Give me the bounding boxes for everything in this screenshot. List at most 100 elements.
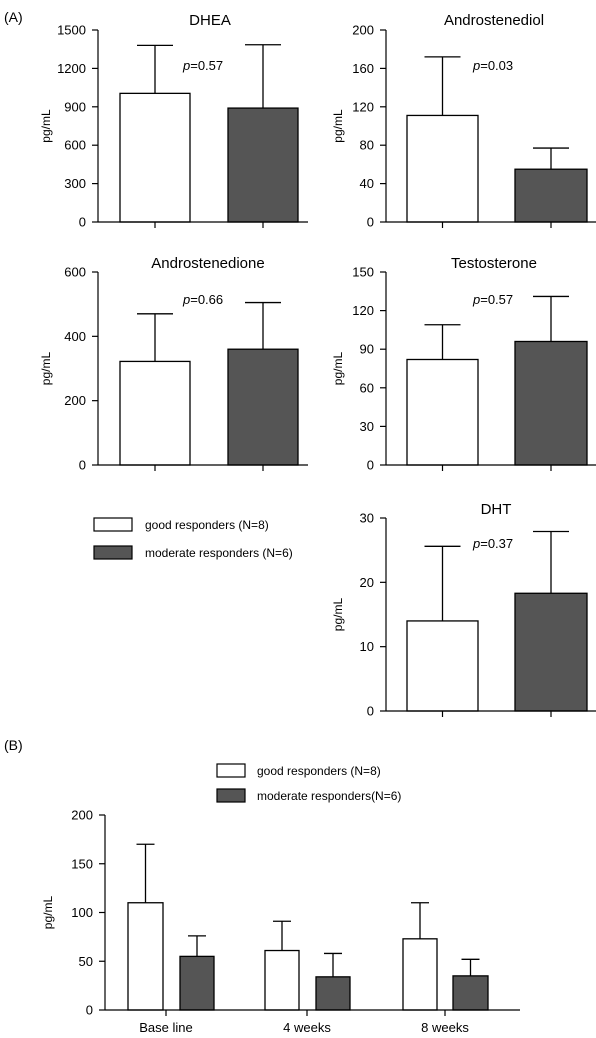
p-value-dht: p=0.37 (472, 536, 513, 551)
x-tick-label-timecourse: 4 weeks (283, 1020, 331, 1035)
y-tick-label-testosterone: 30 (360, 419, 374, 434)
legend-panel-b: good responders (N=8) moderate responder… (216, 763, 401, 803)
bar-moderate (315, 976, 351, 1011)
p-value-androstenediol: p=0.03 (472, 58, 513, 73)
y-tick-label-dht: 10 (360, 639, 374, 654)
legend-b-swatch-moderate (216, 788, 246, 803)
p-equals: = (190, 58, 198, 73)
y-tick-label-dht: 30 (360, 511, 374, 526)
legend-a-label-moderate: moderate responders (N=6) (145, 546, 293, 560)
p-value-testosterone: p=0.57 (472, 292, 513, 307)
y-axis-label-dhea: pg/mL (39, 109, 53, 143)
y-tick-label-dht: 20 (360, 575, 374, 590)
bar-good (406, 114, 479, 223)
y-tick-label-testosterone: 60 (360, 380, 374, 395)
chart-dht: 0 10 20 30 pg/mL DHT p=0.37 (331, 501, 596, 719)
y-tick-label-timecourse: 150 (71, 856, 93, 871)
chart-dhea: 0 300 600 900 1200 1500 pg/mL DHEA p=0.57 (39, 12, 308, 230)
y-tick-label-androstenedione: 200 (64, 393, 86, 408)
y-axis-label-timecourse: pg/mL (41, 896, 55, 930)
p-symbol: p (182, 292, 190, 307)
y-tick-label-dhea: 600 (64, 138, 86, 153)
y-tick-label-testosterone: 120 (352, 303, 374, 318)
bar-moderate (452, 975, 489, 1011)
y-tick-label-dhea: 300 (64, 176, 86, 191)
p-number: 0.66 (198, 292, 223, 307)
bar-good (119, 92, 191, 223)
chart-title-androstenediol: Androstenediol (444, 12, 544, 29)
y-tick-label-androstenediol: 160 (352, 61, 374, 76)
y-tick-label-androstenedione: 600 (64, 265, 86, 280)
p-equals: = (480, 536, 488, 551)
p-symbol: p (472, 58, 480, 73)
y-tick-label-androstenedione: 400 (64, 329, 86, 344)
y-tick-label-androstenediol: 80 (360, 138, 374, 153)
chart-title-testosterone: Testosterone (451, 255, 537, 272)
p-number: 0.57 (488, 292, 513, 307)
legend-a-swatch-good (93, 517, 133, 532)
y-axis-label-dht: pg/mL (331, 598, 345, 632)
p-equals: = (480, 292, 488, 307)
y-tick-label-dhea: 1500 (57, 23, 86, 38)
chart-androstenedione: 0 200 400 600 pg/mL Androstenedione p=0.66 (39, 255, 308, 473)
p-equals: = (480, 58, 488, 73)
legend-a-label-good: good responders (N=8) (145, 518, 269, 532)
p-value-dhea: p=0.57 (182, 58, 223, 73)
p-number: 0.03 (488, 58, 513, 73)
legend-b-swatch-good (216, 763, 246, 778)
chart-title-dhea: DHEA (189, 12, 231, 29)
bar-good (406, 358, 479, 466)
bar-moderate (227, 348, 299, 466)
chart-timecourse: 0 50 100 150 200 pg/mL Base line 4 weeks 8 weeks (41, 808, 520, 1035)
y-tick-label-testosterone: 90 (360, 342, 374, 357)
y-tick-label-dhea: 900 (64, 99, 86, 114)
legend-b-label-moderate: moderate responders(N=6) (257, 789, 401, 803)
p-symbol: p (472, 292, 480, 307)
y-axis-label-testosterone: pg/mL (331, 352, 345, 386)
y-tick-label-timecourse: 0 (86, 1003, 93, 1018)
y-tick-label-timecourse: 100 (71, 905, 93, 920)
panel-b-label: (B) (4, 737, 23, 753)
y-tick-label-testosterone: 0 (367, 458, 374, 473)
p-symbol: p (182, 58, 190, 73)
bar-moderate (514, 340, 588, 466)
y-axis-label-androstenediol: pg/mL (331, 109, 345, 143)
chart-title-androstenedione: Androstenedione (151, 255, 264, 272)
x-tick-label-timecourse: 8 weeks (421, 1020, 469, 1035)
bar-good (264, 949, 300, 1011)
p-symbol: p (472, 536, 480, 551)
y-tick-label-dhea: 0 (79, 215, 86, 230)
bar-moderate (179, 955, 215, 1011)
p-value-androstenedione: p=0.66 (182, 292, 223, 307)
bar-good (402, 938, 438, 1011)
legend-b-label-good: good responders (N=8) (257, 764, 381, 778)
chart-androstenediol: 0 40 80 120 160 200 pg/mL Androstenediol p=0.03 (331, 12, 596, 230)
y-tick-label-androstenediol: 0 (367, 215, 374, 230)
y-tick-label-testosterone: 150 (352, 265, 374, 280)
p-number: 0.57 (198, 58, 223, 73)
bar-good (119, 360, 191, 466)
bar-good (127, 902, 164, 1011)
bar-moderate (514, 592, 588, 712)
p-number: 0.37 (488, 536, 513, 551)
y-tick-label-androstenedione: 0 (79, 458, 86, 473)
x-tick-label-timecourse: Base line (139, 1020, 192, 1035)
p-equals: = (190, 292, 198, 307)
bar-moderate (514, 168, 588, 223)
y-tick-label-androstenediol: 120 (352, 99, 374, 114)
chart-testosterone: 0 30 60 90 120 150 pg/mL Testosterone p=0.57 (331, 255, 596, 473)
panel-a-label: (A) (4, 9, 23, 25)
y-tick-label-timecourse: 200 (71, 808, 93, 823)
y-tick-label-timecourse: 50 (79, 954, 93, 969)
y-axis-label-androstenedione: pg/mL (39, 352, 53, 386)
bar-good (406, 620, 479, 712)
y-tick-label-androstenediol: 40 (360, 176, 374, 191)
y-tick-label-dht: 0 (367, 704, 374, 719)
chart-title-dht: DHT (481, 501, 512, 518)
legend-panel-a: good responders (N=8) moderate responder… (93, 517, 293, 560)
legend-a-swatch-moderate (93, 545, 133, 560)
bar-moderate (227, 107, 299, 223)
y-tick-label-dhea: 1200 (57, 61, 86, 76)
y-tick-label-androstenediol: 200 (352, 23, 374, 38)
